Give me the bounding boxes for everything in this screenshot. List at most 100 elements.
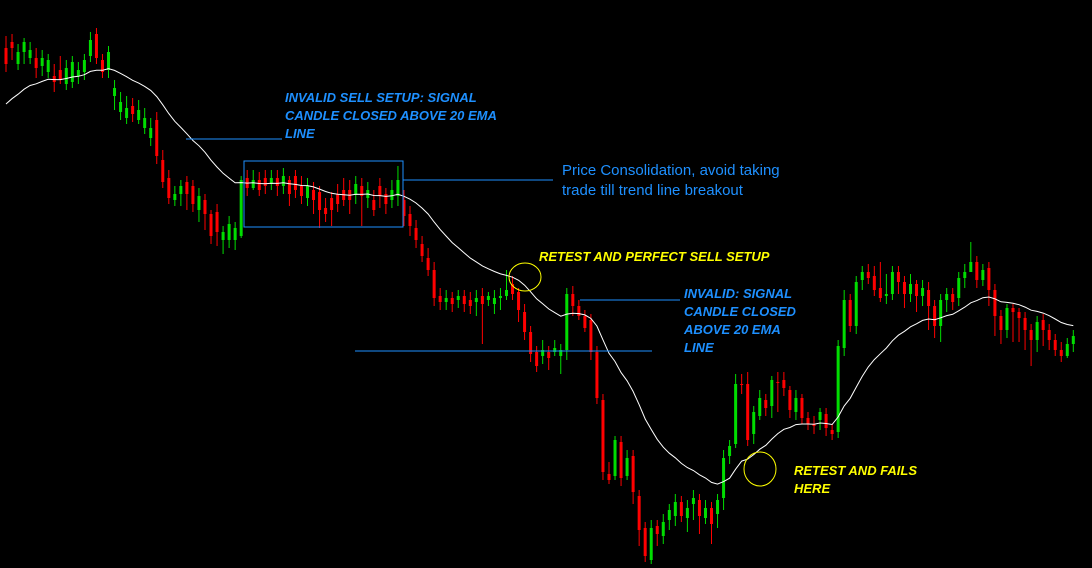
- bear-candle: [577, 306, 581, 316]
- bull-candle: [221, 232, 225, 240]
- invalid-signal-annotation: INVALID: SIGNAL CANDLE CLOSED ABOVE 20 E…: [684, 285, 796, 357]
- bull-candle: [890, 272, 894, 294]
- retest-fails-circle: [743, 451, 777, 487]
- bull-candle: [46, 60, 50, 72]
- bear-candle: [866, 272, 870, 278]
- bear-candle: [330, 198, 334, 210]
- bear-candle: [1017, 312, 1021, 318]
- bull-candle: [28, 50, 32, 58]
- bull-candle: [722, 458, 726, 498]
- bear-candle: [52, 76, 56, 82]
- bull-candle: [76, 70, 80, 76]
- bear-candle: [927, 290, 931, 306]
- bull-candle: [836, 346, 840, 432]
- bear-candle: [800, 398, 804, 418]
- bear-candle: [601, 400, 605, 472]
- bull-candle: [197, 196, 201, 210]
- bear-candle: [529, 332, 533, 354]
- bear-candle: [824, 414, 828, 428]
- bear-candle: [131, 106, 135, 114]
- bear-candle: [324, 208, 328, 214]
- bull-candle: [691, 498, 695, 504]
- bear-candle: [185, 182, 189, 194]
- bear-candle: [619, 442, 623, 478]
- bull-candle: [945, 294, 949, 300]
- bear-candle: [263, 178, 267, 186]
- bear-candle: [1059, 350, 1063, 356]
- consolidation-line1: Price Consolidation, avoid taking: [562, 162, 780, 179]
- bull-candle: [1005, 308, 1009, 330]
- bear-candle: [523, 312, 527, 332]
- candles-layer: [4, 28, 1075, 564]
- bull-candle: [40, 58, 44, 66]
- bull-candle: [354, 184, 358, 194]
- bull-candle: [269, 178, 273, 184]
- bull-candle: [649, 528, 653, 560]
- bear-candle: [764, 400, 768, 408]
- bear-candle: [571, 294, 575, 306]
- bear-candle: [607, 474, 611, 480]
- bear-candle: [933, 306, 937, 326]
- bear-candle: [468, 300, 472, 306]
- bear-candle: [878, 288, 882, 298]
- bear-candle: [1029, 330, 1033, 340]
- bear-candle: [511, 284, 515, 294]
- bull-candle: [64, 68, 68, 84]
- bull-candle: [173, 194, 177, 200]
- bear-candle: [655, 526, 659, 534]
- bull-candle: [137, 110, 141, 120]
- bear-candle: [915, 284, 919, 296]
- bear-candle: [806, 418, 810, 424]
- bull-candle: [860, 272, 864, 280]
- bull-candle: [559, 350, 563, 356]
- bear-candle: [999, 316, 1003, 330]
- invalid-sell-line1: INVALID SELL SETUP: SIGNAL: [285, 90, 477, 105]
- bull-candle: [456, 296, 460, 300]
- bull-candle: [565, 294, 569, 350]
- bear-candle: [535, 352, 539, 366]
- bear-candle: [975, 262, 979, 280]
- bear-candle: [517, 292, 521, 310]
- bull-candle: [794, 398, 798, 412]
- bull-candle: [667, 510, 671, 520]
- bear-candle: [1053, 340, 1057, 350]
- bull-candle: [818, 412, 822, 420]
- bear-candle: [402, 200, 406, 216]
- bull-candle: [842, 300, 846, 348]
- bear-candle: [257, 180, 261, 190]
- bull-candle: [752, 412, 756, 434]
- bear-candle: [993, 290, 997, 316]
- bull-candle: [963, 272, 967, 278]
- ema-line: [5, 68, 1074, 485]
- bull-candle: [909, 284, 912, 294]
- bear-candle: [951, 294, 955, 302]
- bull-candle: [22, 42, 26, 52]
- bull-candle: [981, 270, 985, 280]
- invalid-signal-line4: LINE: [684, 340, 714, 355]
- retest-perfect-line: RETEST AND PERFECT SELL SETUP: [539, 249, 770, 264]
- bear-candle: [34, 58, 38, 68]
- bear-candle: [100, 60, 104, 72]
- retest-fails-line1: RETEST AND FAILS: [794, 463, 918, 478]
- bear-candle: [209, 214, 213, 236]
- bear-candle: [10, 42, 14, 48]
- bear-candle: [595, 352, 599, 398]
- bear-candle: [643, 528, 647, 556]
- bear-candle: [414, 228, 418, 240]
- bear-candle: [4, 48, 8, 64]
- bull-candle: [396, 180, 400, 196]
- bear-candle: [360, 186, 364, 196]
- bull-candle: [306, 186, 309, 198]
- bear-candle: [336, 194, 340, 204]
- bear-candle: [902, 282, 906, 294]
- bear-candle: [710, 508, 714, 524]
- bear-candle: [432, 270, 436, 298]
- bear-candle: [94, 34, 98, 58]
- bear-candle: [293, 176, 297, 190]
- bear-candle: [872, 276, 876, 290]
- bear-candle: [58, 70, 62, 80]
- bull-candle: [498, 296, 502, 298]
- bull-candle: [251, 180, 255, 188]
- bull-candle: [957, 278, 961, 298]
